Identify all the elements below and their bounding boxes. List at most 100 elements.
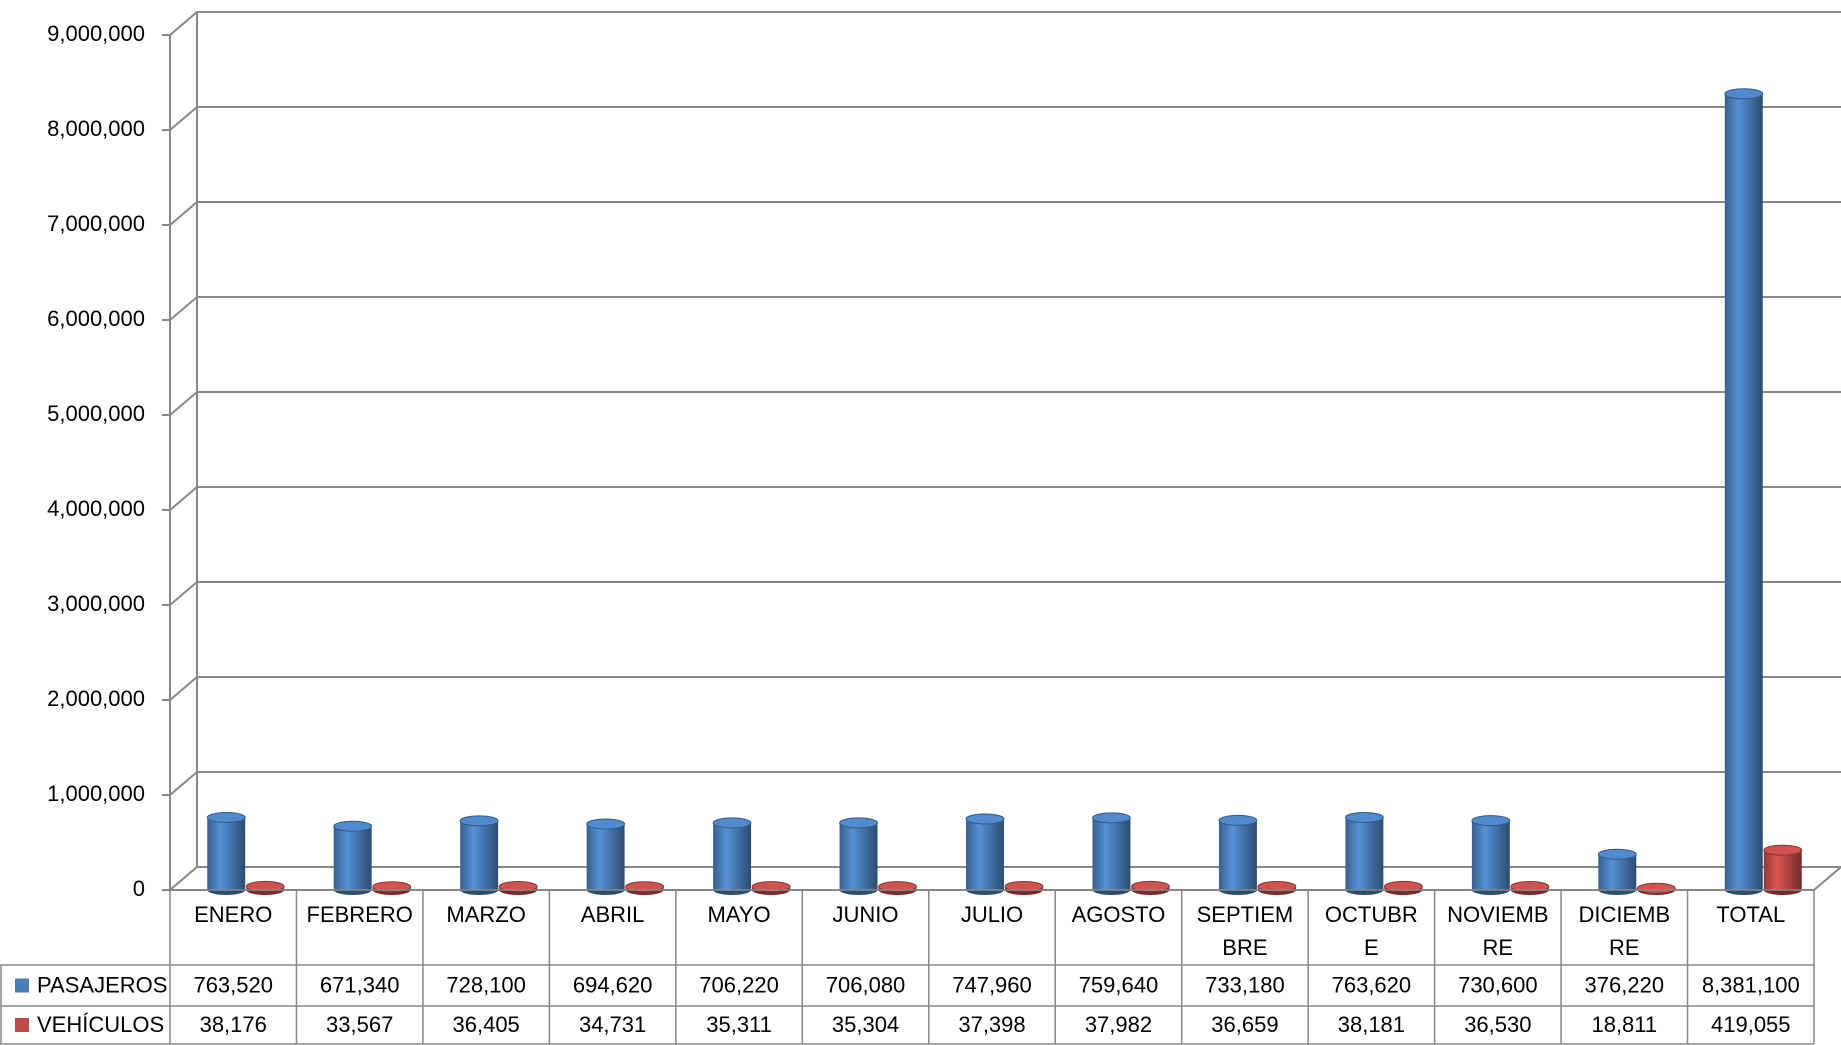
bar-top (751, 881, 791, 893)
y-tick-label: 2,000,000 (47, 686, 145, 711)
x-tick-label-box: MARZO (446, 902, 526, 927)
grid-line (169, 866, 1841, 891)
table-value: 33,567 (326, 1012, 393, 1037)
bar (460, 820, 499, 890)
table-value: 694,620 (573, 972, 653, 997)
table-value: 36,405 (453, 1012, 520, 1037)
bar-top (625, 881, 665, 893)
bar (1724, 93, 1763, 890)
bar-top (1724, 88, 1764, 100)
legend-swatch (15, 978, 29, 993)
table-value: 8,381,100 (1702, 972, 1800, 997)
bar-top (839, 817, 879, 829)
bar-top (206, 811, 246, 823)
bar (1471, 820, 1510, 890)
y-tick-label: 1,000,000 (47, 781, 145, 806)
table-value: 728,100 (446, 972, 526, 997)
x-tick-label: DICIEMBRE (1578, 902, 1671, 960)
table-value: 730,600 (1458, 972, 1538, 997)
table-value: 38,181 (1338, 1012, 1405, 1037)
table-value: 763,520 (193, 972, 273, 997)
bar-top (1510, 881, 1550, 893)
bar (839, 822, 878, 890)
x-tick-label-box: MAYO (707, 902, 771, 927)
bar-top (586, 818, 626, 830)
bar (1763, 850, 1802, 890)
table-value: 38,176 (200, 1012, 267, 1037)
x-tick-label: JULIO (960, 902, 1024, 927)
y-tick-label: 6,000,000 (47, 306, 145, 331)
x-tick-label-box: SEPTIEMBRE (1196, 902, 1294, 960)
x-tick-label: SEPTIEMBRE (1196, 902, 1294, 960)
bar-top (333, 820, 373, 832)
bar (333, 826, 372, 890)
table-value: 419,055 (1711, 1012, 1791, 1037)
bar-top (1130, 880, 1170, 892)
grid-line (169, 106, 1841, 131)
y-tick-label: 0 (133, 876, 145, 901)
x-tick-label-box: JULIO (960, 902, 1024, 927)
legend-swatch (15, 1018, 29, 1032)
x-tick-label: FEBRERO (306, 902, 413, 927)
table-value: 747,960 (952, 972, 1032, 997)
table-value: 37,398 (958, 1012, 1025, 1037)
table-value: 671,340 (320, 972, 400, 997)
x-tick-label: MAYO (707, 902, 771, 927)
table-value: 733,180 (1205, 972, 1285, 997)
x-tick-label-box: JUNIO (832, 902, 899, 927)
table-value: 706,220 (699, 972, 779, 997)
x-tick-label: OCTUBRE (1324, 902, 1418, 960)
grid-line (169, 201, 1841, 226)
x-tick-label: ABRIL (580, 902, 645, 927)
bar-top (1218, 814, 1258, 826)
grid-line (169, 676, 1841, 701)
bar-top (459, 815, 499, 827)
grid-line (169, 771, 1841, 796)
y-tick-label: 4,000,000 (47, 496, 145, 521)
bar-top (1763, 844, 1803, 856)
table-value: 35,304 (832, 1012, 899, 1037)
table-value: 34,731 (579, 1012, 646, 1037)
table-value: 36,659 (1211, 1012, 1278, 1037)
x-tick-label: ENERO (194, 902, 273, 927)
bar-top (1344, 811, 1384, 823)
bar (207, 817, 246, 890)
bar-top (1257, 881, 1297, 893)
grid-line (169, 296, 1841, 321)
x-tick-label: AGOSTO (1071, 902, 1166, 927)
x-tick-label-box: DICIEMBRE (1578, 902, 1671, 960)
x-tick-label-box: ABRIL (580, 902, 645, 927)
table-value: 706,080 (826, 972, 906, 997)
table-value: 36,530 (1464, 1012, 1531, 1037)
x-tick-label-box: TOTAL (1716, 902, 1785, 927)
bar-top (1597, 848, 1637, 860)
bar-top (965, 813, 1005, 825)
bar-top (1091, 812, 1131, 824)
y-tick-label: 8,000,000 (47, 116, 145, 141)
bar-top (1004, 880, 1044, 892)
table-value: 37,982 (1085, 1012, 1152, 1037)
grid-line (169, 391, 1841, 416)
bar (1345, 817, 1384, 890)
x-tick-label-box: AGOSTO (1071, 902, 1166, 927)
x-tick-label: JUNIO (832, 902, 899, 927)
y-tick-label: 9,000,000 (47, 21, 145, 46)
bar (1598, 854, 1637, 890)
bar-top (712, 817, 752, 829)
y-tick-label: 3,000,000 (47, 591, 145, 616)
bar-top (1471, 815, 1511, 827)
x-tick-label: NOVIEMBRE (1447, 902, 1549, 960)
table-value: 759,640 (1079, 972, 1159, 997)
x-tick-label: MARZO (446, 902, 526, 927)
legend-label: VEHÍCULOS (37, 1012, 164, 1037)
bar-top (1636, 882, 1676, 894)
y-tick-label: 5,000,000 (47, 401, 145, 426)
bar (586, 824, 625, 890)
bar-top (878, 881, 918, 893)
table-value: 376,220 (1585, 972, 1665, 997)
bar-top (245, 880, 285, 892)
y-tick-label: 7,000,000 (47, 211, 145, 236)
x-tick-label-box: FEBRERO (306, 902, 413, 927)
table-value: 18,811 (1591, 1012, 1657, 1037)
